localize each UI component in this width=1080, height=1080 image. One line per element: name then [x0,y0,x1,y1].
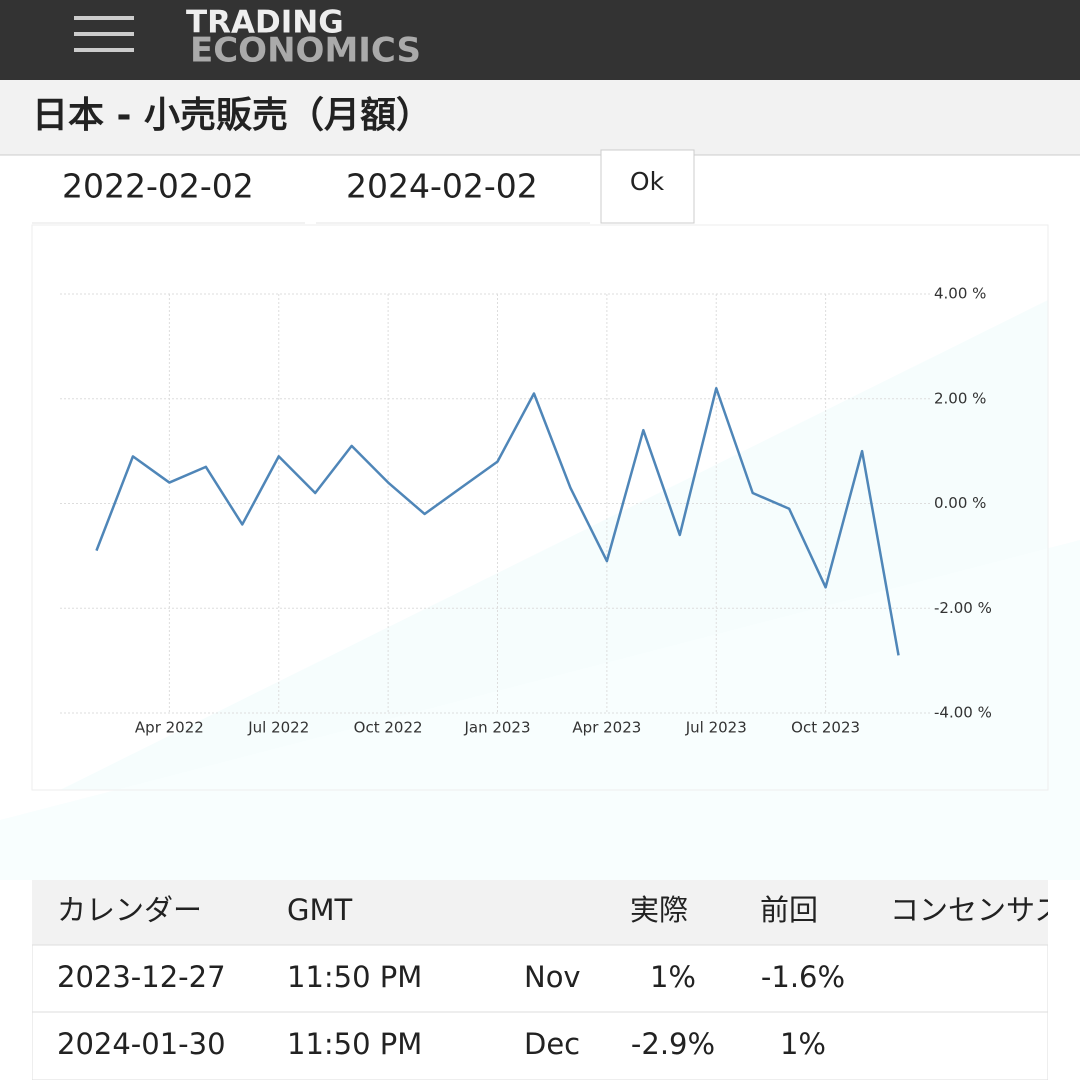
logo-bottom[interactable]: ECONOMICS [190,31,421,71]
x-tick-label: Oct 2022 [354,719,423,737]
data-line [95,387,900,656]
bg-shape [0,540,1080,880]
x-tick-label: Oct 2023 [791,719,860,737]
title-bar [0,80,1080,155]
y-tick-label: -4.00 % [934,704,992,722]
top-bar [0,0,1080,80]
table-cell: -2.9% [631,1027,715,1061]
table-cell: -1.6% [761,960,845,994]
logo-top[interactable]: TRADING [186,5,344,41]
table-cell: 1% [650,960,696,994]
page-title: 日本 - 小売販売（月額） [32,95,432,136]
table-cell: 1% [780,1027,826,1061]
table-header-bg [32,880,1048,945]
column-header: コンセンサス [890,893,1063,927]
column-header: 前回 [760,893,818,927]
x-tick-label: Jan 2023 [463,719,530,737]
table-cell: Dec [524,1027,580,1061]
ok-label[interactable]: Ok [630,167,665,196]
table-cell: 2023-12-27 [57,960,226,994]
y-tick-label: -2.00 % [934,599,992,617]
menu-line [74,32,134,36]
column-header: カレンダー [57,893,202,927]
table-cell: Nov [524,960,581,994]
y-tick-label: 0.00 % [934,494,986,512]
table-cell: 11:50 PM [287,960,422,994]
table-cell: 11:50 PM [287,1027,422,1061]
x-tick-label: Apr 2023 [572,719,641,737]
x-tick-label: Jul 2023 [685,719,747,737]
x-tick-label: Jul 2022 [247,719,309,737]
menu-icon[interactable] [74,16,134,52]
table-cell: 2024-01-30 [57,1027,226,1061]
ok-button[interactable] [600,149,695,224]
x-tick-label: Apr 2022 [135,719,204,737]
y-tick-label: 2.00 % [934,389,986,407]
chart: 4.00 % 2.00 % 0.00 % -2.00 % -4.00 % Apr 2022… [60,285,992,737]
menu-line [74,16,134,20]
end-date[interactable]: 2024-02-02 [346,167,538,206]
menu-line [74,48,134,52]
chart-panel [31,224,1049,791]
table: カレンダー GMT 実際 前回 コンセンサス 2023-12-27 11:50 PM Nov 1… [32,880,1063,1080]
start-date[interactable]: 2022-02-02 [62,167,254,206]
column-header: 実際 [630,893,688,927]
column-header: GMT [287,893,352,927]
y-tick-label: 4.00 % [934,285,986,303]
